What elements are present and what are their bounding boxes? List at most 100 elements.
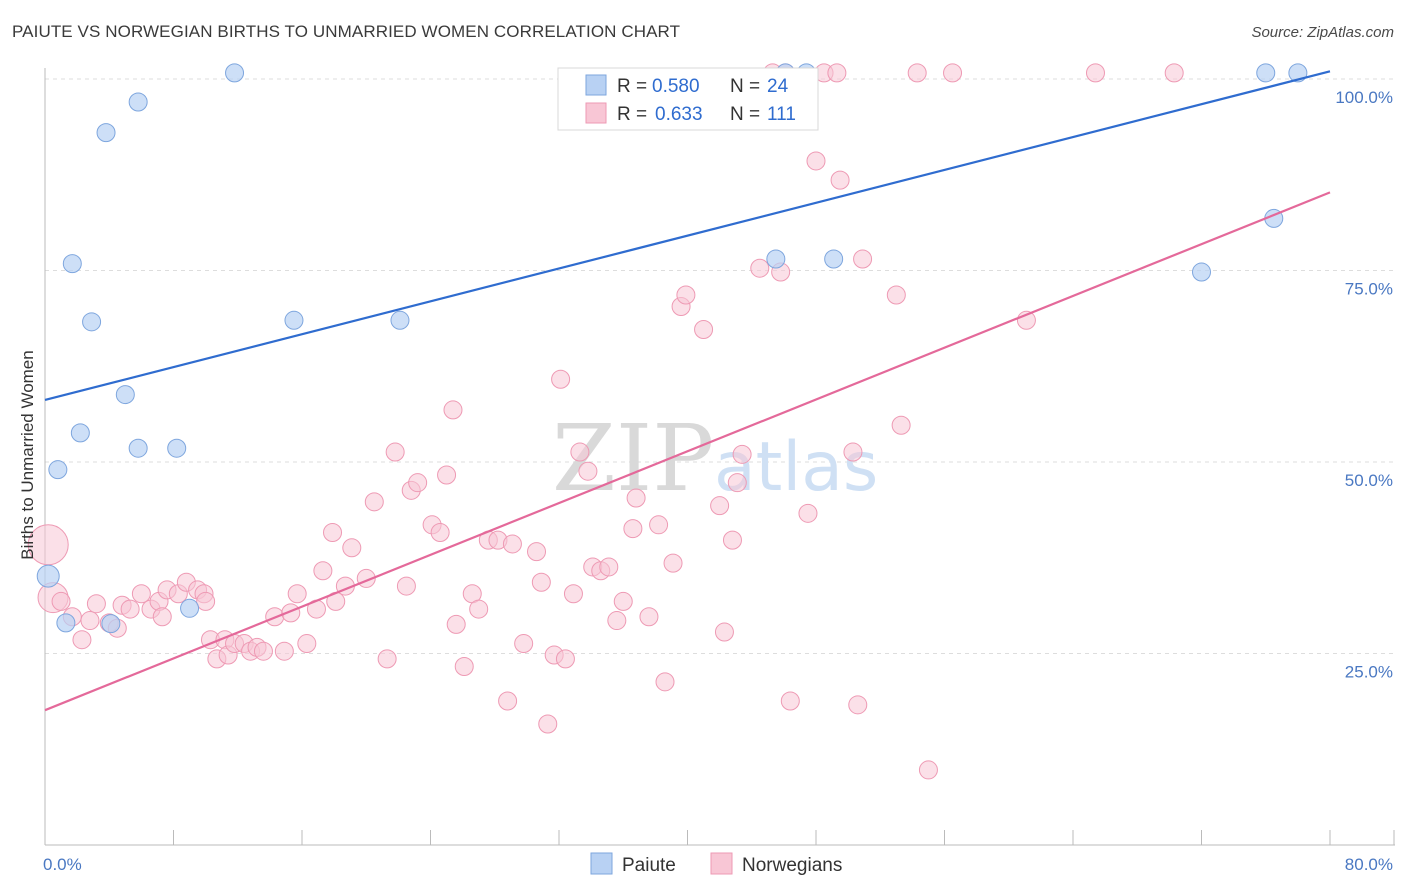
norwegians-point <box>364 492 384 512</box>
norwegians-point <box>806 151 826 171</box>
norwegians-point <box>555 649 575 669</box>
paiute-point <box>1256 63 1276 83</box>
legend-swatch-norwegians <box>585 102 607 124</box>
norwegians-point <box>599 557 619 577</box>
norwegians-point <box>607 611 627 631</box>
paiute-point <box>128 92 148 112</box>
paiute-point <box>1192 262 1211 282</box>
norwegians-point <box>514 634 534 654</box>
y-tick-label-0: 25.0% <box>1345 663 1393 682</box>
norwegians-point <box>443 400 463 420</box>
norwegians-point <box>613 591 633 611</box>
chart-title: PAIUTE VS NORWEGIAN BIRTHS TO UNMARRIED … <box>12 22 681 41</box>
legend-r-value-1: 0.580 <box>652 76 700 97</box>
norwegians-point <box>196 591 216 611</box>
norwegians-point <box>694 319 714 339</box>
legend-n-label-1: N = <box>730 76 760 97</box>
norwegians-point <box>323 522 343 542</box>
norwegians-point <box>848 695 868 715</box>
paiute-point <box>62 254 82 274</box>
correlation-legend: R = 0.580 N = 24 R = 0.633 N = 111 <box>557 67 819 131</box>
norwegians-point <box>710 496 730 516</box>
trend-lines <box>44 70 1331 712</box>
bottom-legend-norwegians: Norwegians <box>742 855 842 876</box>
paiute-point <box>101 614 121 634</box>
norwegians-point <box>578 461 598 481</box>
norwegians-point <box>342 538 362 558</box>
norwegians-point <box>623 519 643 539</box>
norwegians-point <box>446 614 466 634</box>
norwegians-point <box>498 691 518 711</box>
norwegians-point <box>437 465 457 485</box>
series-legend: Paiute Norwegians <box>590 852 842 876</box>
norwegians-trend-line <box>44 191 1331 712</box>
paiute-point <box>82 312 102 332</box>
paiute-point <box>115 385 135 405</box>
legend-r-label-2: R = <box>617 104 647 125</box>
bottom-legend-swatch-paiute <box>590 852 613 875</box>
norwegians-point <box>830 170 850 190</box>
source-credit: Source: ZipAtlas.com <box>1251 24 1394 41</box>
norwegians-point <box>297 634 317 654</box>
paiute-points <box>36 63 1308 634</box>
norwegians-point <box>918 760 938 780</box>
norwegians-point <box>886 285 906 305</box>
paiute-point <box>766 249 786 269</box>
norwegians-point <box>51 591 71 611</box>
paiute-point <box>96 123 116 143</box>
norwegians-point <box>570 442 590 462</box>
norwegians-point <box>131 584 151 604</box>
norwegians-points <box>27 63 1184 780</box>
norwegians-point <box>287 584 307 604</box>
watermark: ZIP atlas <box>552 405 878 512</box>
norwegians-point <box>72 630 92 650</box>
y-tick-label-1: 50.0% <box>1345 471 1393 490</box>
norwegians-point <box>538 714 558 734</box>
norwegians-point <box>722 530 742 550</box>
paiute-point <box>390 310 410 330</box>
norwegians-point <box>454 657 474 677</box>
norwegians-point <box>80 611 100 631</box>
y-tick-label-2: 75.0% <box>1345 280 1393 299</box>
norwegians-point <box>798 503 818 523</box>
watermark-atlas: atlas <box>714 428 878 507</box>
norwegians-point <box>655 672 675 692</box>
legend-n-label-2: N = <box>730 104 760 125</box>
norwegians-point <box>727 473 747 493</box>
norwegians-point <box>385 442 405 462</box>
norwegians-point <box>120 599 140 619</box>
norwegians-point <box>86 594 106 614</box>
norwegians-point <box>563 584 583 604</box>
paiute-point <box>180 598 200 618</box>
y-tick-label-3: 100.0% <box>1335 88 1393 107</box>
norwegians-point <box>827 63 847 83</box>
norwegians-point <box>377 649 397 669</box>
norwegians-point <box>531 572 551 592</box>
norwegians-point <box>780 691 800 711</box>
norwegians-point <box>1164 63 1184 83</box>
norwegians-point <box>396 576 416 596</box>
norwegians-point <box>649 515 669 535</box>
norwegians-point <box>843 442 863 462</box>
norwegians-point <box>253 641 273 661</box>
legend-r-value-2: 0.633 <box>655 104 703 125</box>
legend-n-value-2: 111 <box>767 104 796 125</box>
norwegians-point <box>891 415 911 435</box>
norwegians-point <box>907 63 927 83</box>
x-tick-label-1: 80.0% <box>1345 855 1393 874</box>
grid-lines <box>45 78 1395 654</box>
norwegians-point <box>732 444 752 464</box>
norwegians-point <box>551 369 571 389</box>
norwegians-point <box>714 622 734 642</box>
norwegians-point <box>152 607 172 627</box>
tick-labels: 25.0% 50.0% 75.0% 100.0% 0.0% 80.0% <box>43 88 1393 874</box>
paiute-point <box>225 63 245 83</box>
paiute-point <box>70 423 90 443</box>
norwegians-point <box>502 534 522 554</box>
norwegians-point <box>274 641 294 661</box>
paiute-point <box>284 310 304 330</box>
norwegians-point <box>313 561 333 581</box>
axes <box>44 68 1395 846</box>
norwegians-point <box>663 553 683 573</box>
